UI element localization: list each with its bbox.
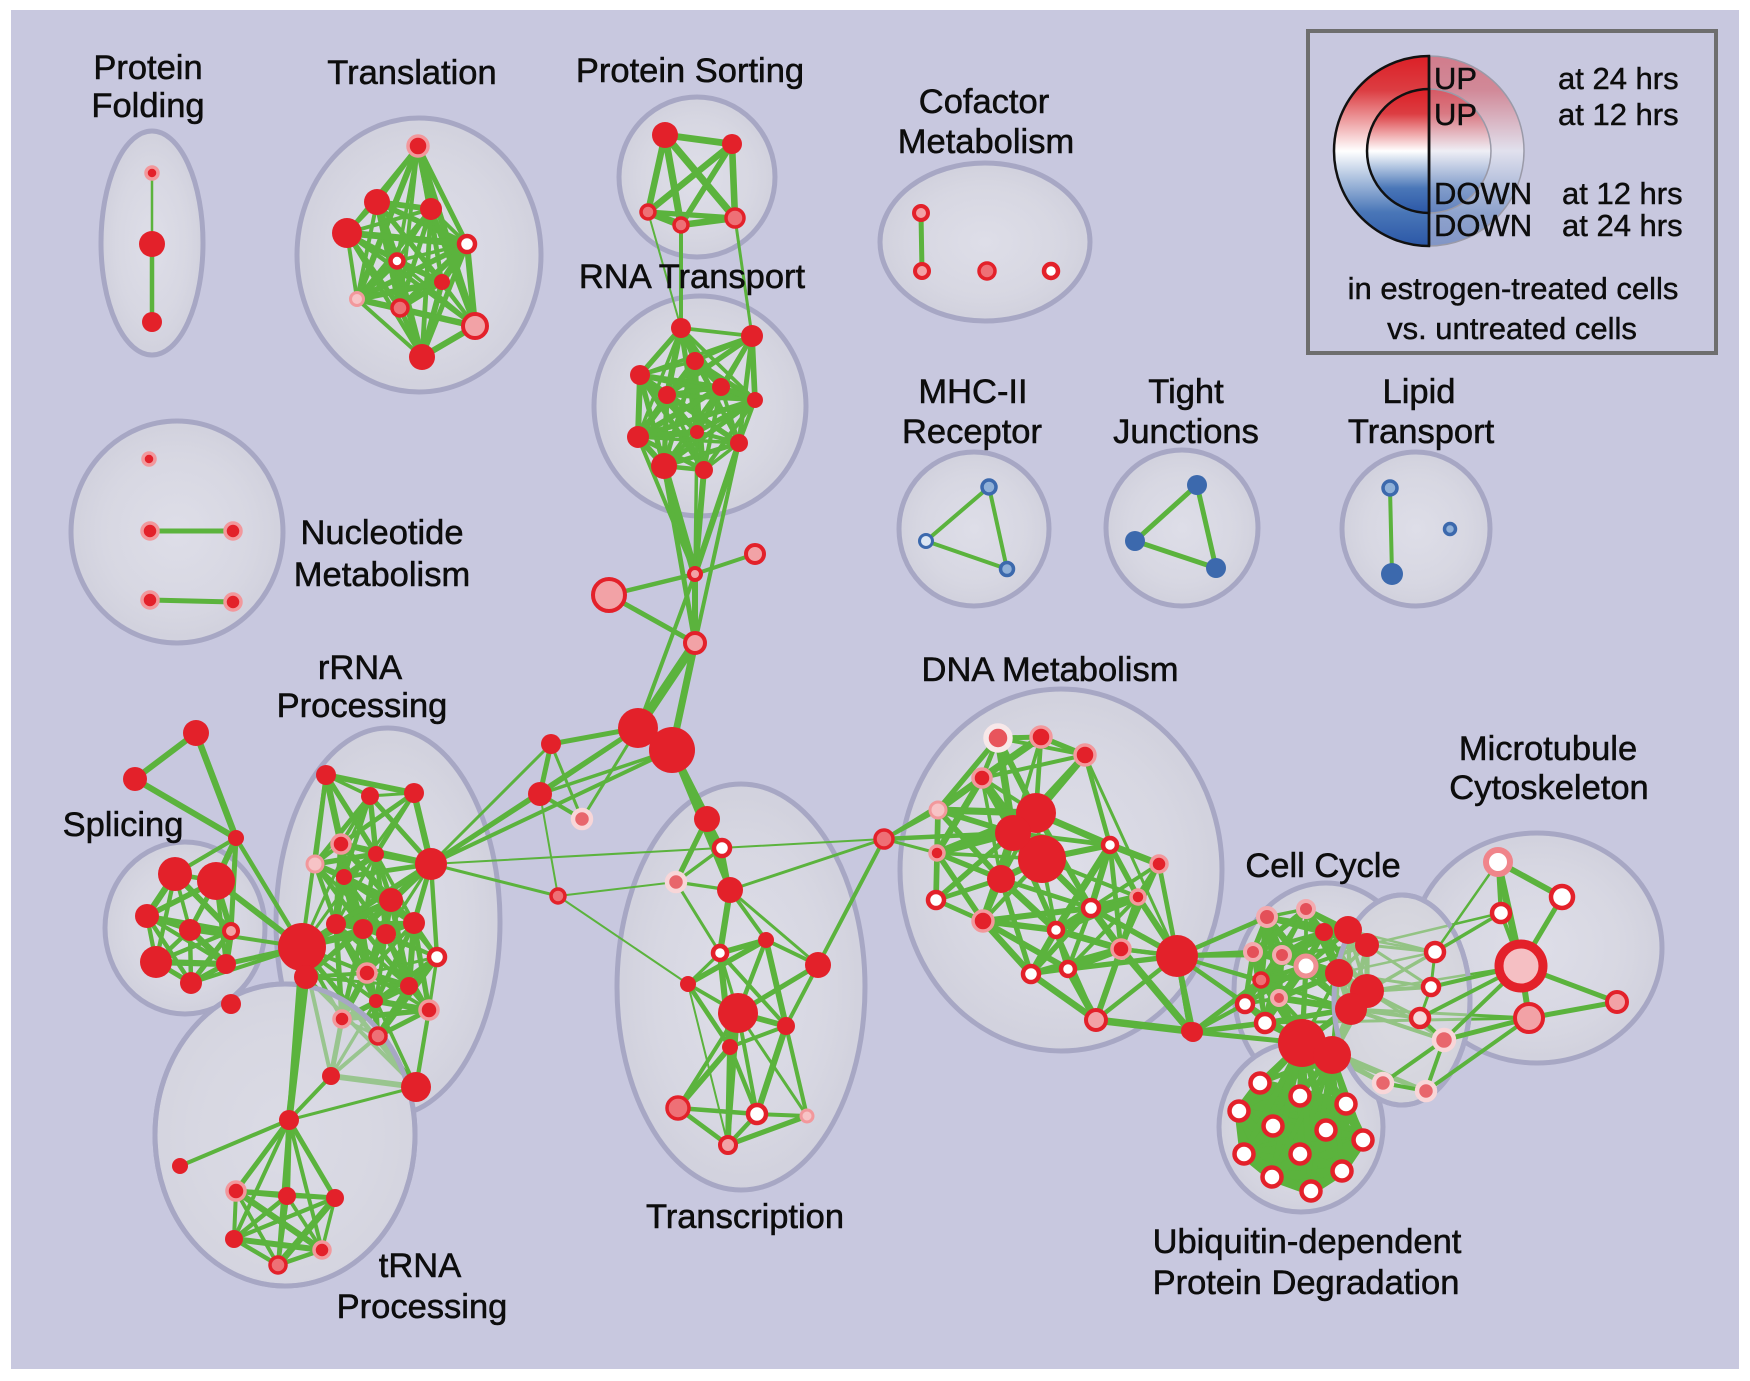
- svg-text:rRNA: rRNA: [318, 649, 402, 687]
- svg-text:Folding: Folding: [91, 87, 204, 125]
- svg-text:Splicing: Splicing: [63, 806, 184, 844]
- svg-text:UP: UP: [1434, 97, 1477, 132]
- svg-text:Translation: Translation: [327, 54, 496, 92]
- svg-text:vs. untreated cells: vs. untreated cells: [1387, 311, 1637, 346]
- svg-text:RNA Transport: RNA Transport: [579, 258, 806, 296]
- svg-text:Nucleotide: Nucleotide: [300, 514, 463, 552]
- svg-text:in estrogen-treated cells: in estrogen-treated cells: [1348, 271, 1679, 306]
- svg-text:tRNA: tRNA: [379, 1247, 461, 1285]
- svg-text:Lipid: Lipid: [1383, 373, 1456, 411]
- svg-text:at 12 hrs: at 12 hrs: [1562, 176, 1683, 211]
- svg-text:at 12 hrs: at 12 hrs: [1558, 97, 1679, 132]
- svg-text:Tight: Tight: [1148, 373, 1224, 411]
- svg-text:Microtubule: Microtubule: [1459, 730, 1637, 768]
- svg-text:Processing: Processing: [337, 1288, 508, 1326]
- svg-text:DOWN: DOWN: [1434, 176, 1532, 211]
- svg-text:Protein Degradation: Protein Degradation: [1153, 1264, 1460, 1302]
- svg-text:at 24 hrs: at 24 hrs: [1562, 208, 1683, 243]
- svg-text:Protein Sorting: Protein Sorting: [576, 52, 804, 90]
- svg-text:Protein: Protein: [93, 49, 202, 87]
- svg-text:Cytoskeleton: Cytoskeleton: [1449, 769, 1648, 807]
- svg-text:Cell Cycle: Cell Cycle: [1245, 847, 1400, 885]
- svg-text:Metabolism: Metabolism: [898, 123, 1074, 161]
- svg-text:Transcription: Transcription: [646, 1198, 844, 1236]
- svg-text:Metabolism: Metabolism: [294, 556, 470, 594]
- svg-text:Processing: Processing: [277, 687, 448, 725]
- svg-text:Transport: Transport: [1348, 413, 1495, 451]
- svg-text:Cofactor: Cofactor: [919, 83, 1049, 121]
- svg-text:DOWN: DOWN: [1434, 208, 1532, 243]
- svg-text:at 24 hrs: at 24 hrs: [1558, 61, 1679, 96]
- svg-text:Junctions: Junctions: [1113, 413, 1259, 451]
- svg-text:MHC-II: MHC-II: [918, 373, 1027, 411]
- svg-text:UP: UP: [1434, 61, 1477, 96]
- svg-text:Receptor: Receptor: [902, 413, 1042, 451]
- svg-text:DNA Metabolism: DNA Metabolism: [922, 651, 1179, 689]
- svg-text:Ubiquitin-dependent: Ubiquitin-dependent: [1153, 1223, 1462, 1261]
